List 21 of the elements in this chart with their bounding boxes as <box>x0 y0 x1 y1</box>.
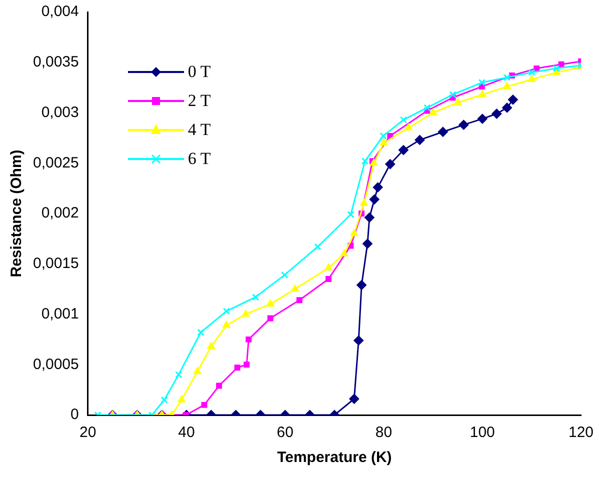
y-tick-label: 0 <box>70 406 79 424</box>
y-tick-label: 0,003 <box>41 104 79 121</box>
x-tick-label: 40 <box>178 424 195 442</box>
y-tick-label: 0,004 <box>41 3 79 20</box>
x-tick-label: 120 <box>568 424 594 442</box>
y-axis-title: Resistance (Ohm) <box>8 150 26 278</box>
y-tick-label: 0,0035 <box>32 54 79 71</box>
y-tick-label: 0,0015 <box>32 255 79 272</box>
legend-label: 4 T <box>188 120 211 140</box>
legend-label: 2 T <box>188 90 211 110</box>
x-tick-label: 80 <box>375 424 392 442</box>
x-tick-label: 20 <box>80 424 96 442</box>
legend-label: 6 T <box>188 148 211 168</box>
x-axis-title: Temperature (K) <box>277 449 392 466</box>
x-tick-label: 60 <box>276 424 294 442</box>
y-tick-label: 0,0005 <box>32 356 79 373</box>
x-tick-label: 100 <box>470 424 495 442</box>
y-tick-label: 0,002 <box>41 204 79 222</box>
y-tick-label: 0,001 <box>41 305 79 322</box>
y-tick-label: 0,0025 <box>32 154 79 172</box>
legend-label: 0 T <box>188 62 211 82</box>
